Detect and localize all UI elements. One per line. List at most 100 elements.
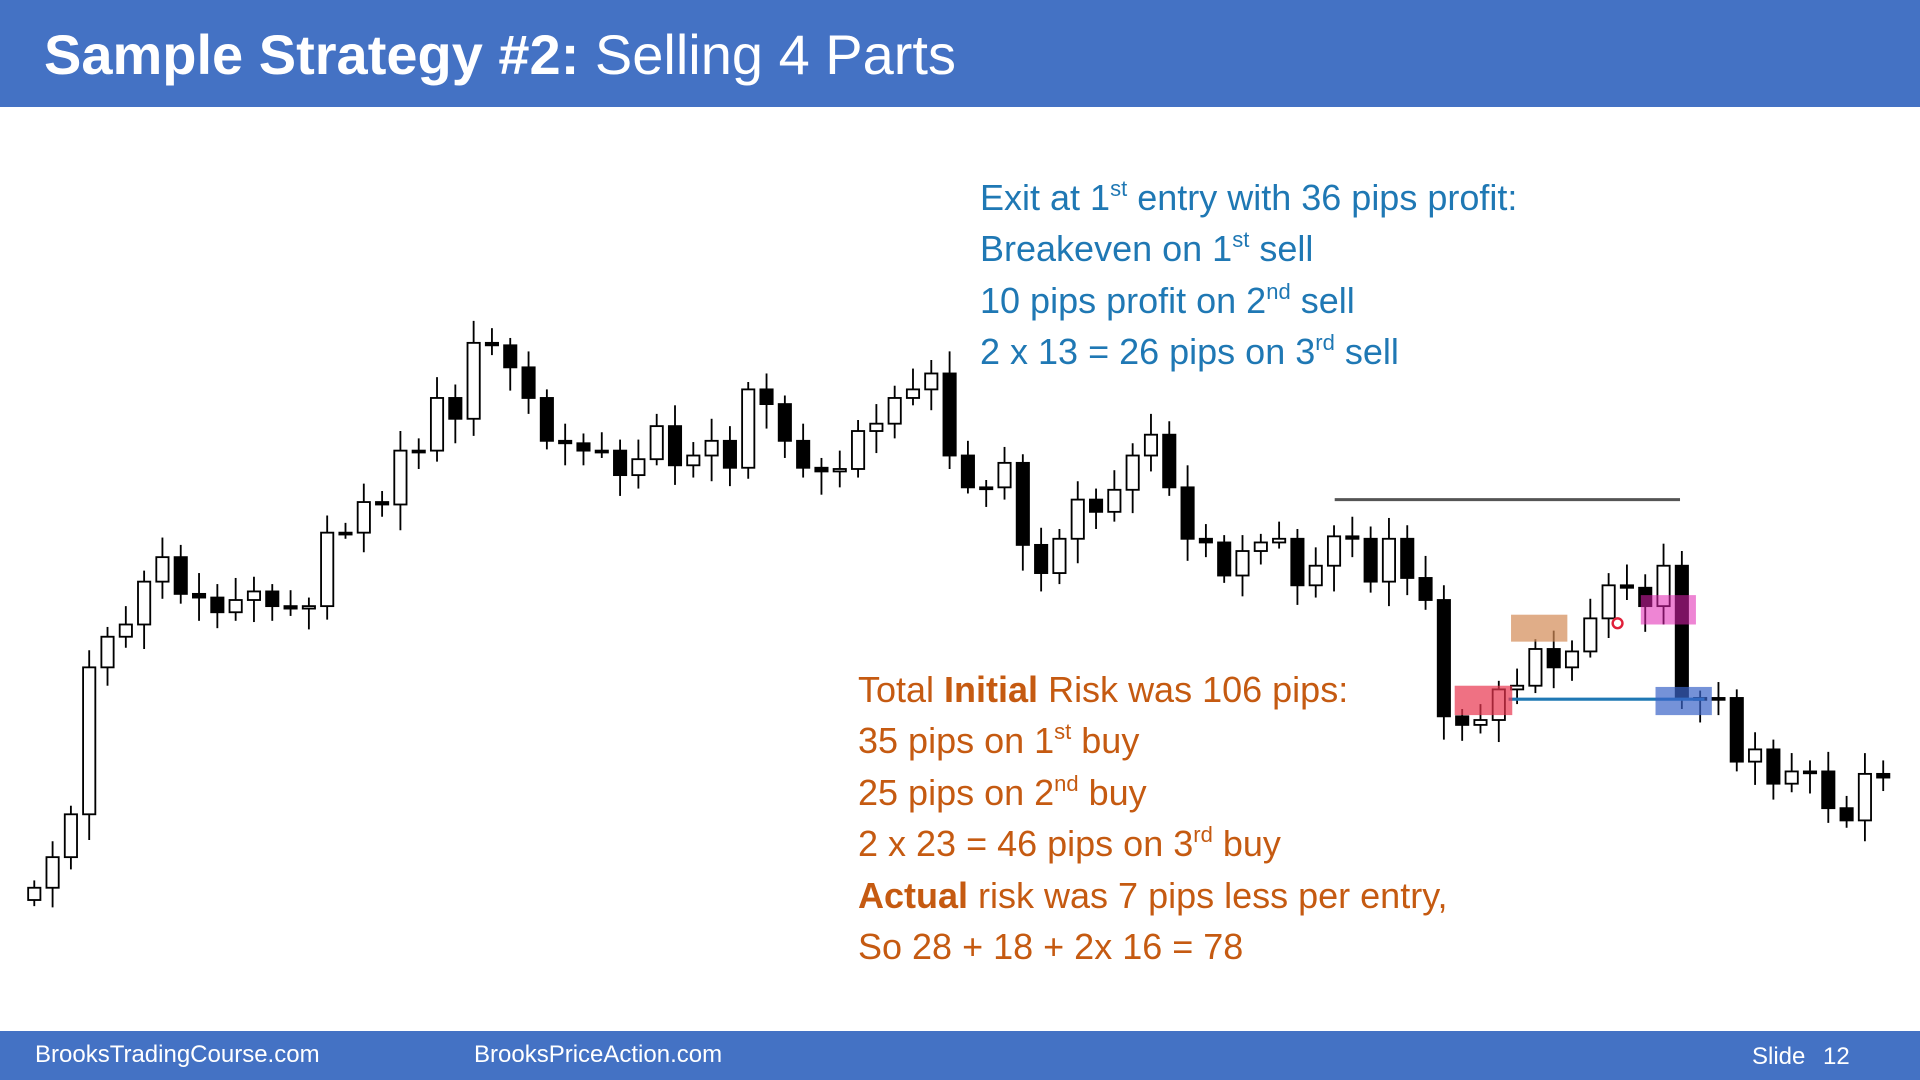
candle-body: [1162, 433, 1177, 489]
candle-body: [320, 531, 335, 608]
candle-body: [1290, 537, 1305, 587]
candle-body: [265, 590, 280, 608]
note-line: 25 pips on 2nd buy: [858, 771, 1147, 813]
text: sell: [1291, 280, 1355, 321]
text: entry with 36 pips profit:: [1127, 177, 1517, 218]
candle-body: [1143, 433, 1159, 457]
candle-body: [1381, 537, 1396, 583]
candle-body: [649, 425, 664, 461]
candle-body: [887, 397, 902, 425]
candle-body: [1766, 748, 1781, 785]
slide-label: Slide: [1752, 1043, 1805, 1070]
candle-body: [1583, 617, 1598, 653]
footer-bar: [0, 1031, 1920, 1080]
marker: [1611, 617, 1624, 630]
sup: nd: [1266, 279, 1290, 304]
candle-body: [631, 458, 646, 477]
candle-body: [1418, 577, 1433, 601]
candle-body: [1857, 772, 1872, 822]
candle-body: [429, 397, 445, 452]
text: buy: [1071, 720, 1139, 761]
candle-body: [118, 623, 133, 638]
candle-body: [942, 372, 957, 457]
sup: nd: [1054, 771, 1078, 796]
candle-body: [210, 596, 225, 614]
candle-body: [686, 454, 701, 467]
candle-body: [1674, 564, 1689, 699]
candle-body: [924, 372, 939, 391]
candle-body: [393, 449, 408, 506]
zone: [1454, 685, 1513, 716]
candle-body: [1729, 697, 1744, 763]
text: 10 pips profit on 2: [980, 280, 1266, 321]
candle-body: [1839, 807, 1854, 822]
candle-body: [1070, 498, 1085, 540]
text: Risk was 106 pips:: [1038, 669, 1348, 710]
candle-body: [283, 605, 298, 610]
candle-body: [667, 425, 683, 467]
sup: rd: [1193, 822, 1213, 847]
text: sell: [1335, 331, 1399, 372]
candle-body: [905, 388, 921, 399]
candle-body: [1528, 648, 1543, 687]
candle-body: [796, 439, 811, 469]
candle-body: [869, 422, 884, 432]
candle-body: [192, 592, 207, 599]
candle-body: [27, 886, 42, 901]
slide-number: 12: [1823, 1043, 1850, 1070]
candle-body: [613, 449, 628, 477]
candle-body: [1015, 461, 1030, 546]
zone: [1655, 686, 1712, 716]
candle-body: [503, 344, 518, 369]
note-line: Total Initial Risk was 106 pips:: [858, 669, 1348, 710]
candle-body: [100, 635, 115, 669]
zone: [1640, 595, 1696, 625]
candle-body: [466, 341, 481, 420]
candle-body: [63, 813, 78, 859]
candle-body: [1217, 541, 1232, 577]
text: buy: [1079, 772, 1147, 813]
exit-notes: Exit at 1st entry with 36 pips profit: B…: [980, 176, 1517, 372]
text: 2 x 23 = 46 pips on 3: [858, 823, 1193, 864]
candle-body: [82, 666, 97, 816]
candle-body: [411, 449, 426, 454]
candle-body: [155, 556, 170, 583]
candle-body: [356, 501, 371, 534]
zone: [1511, 614, 1568, 642]
candle-body: [722, 439, 737, 469]
candle-body: [741, 388, 756, 469]
text: 2 x 13 = 26 pips on 3: [980, 331, 1315, 372]
sup: st: [1232, 227, 1249, 252]
candle-body: [375, 501, 390, 506]
candle-body: [1802, 770, 1818, 775]
text: risk was 7 pips less per entry,: [968, 875, 1448, 916]
candle-body: [1198, 537, 1213, 544]
candle-body: [338, 531, 353, 536]
candle-body: [1326, 535, 1342, 567]
note-line: 2 x 13 = 26 pips on 3rd sell: [980, 330, 1399, 372]
candle-body: [1436, 599, 1451, 718]
candle-body: [246, 590, 262, 601]
risk-notes: Total Initial Risk was 106 pips: 35 pips…: [858, 669, 1448, 967]
candle-body: [1180, 486, 1195, 540]
header-bar: [0, 0, 1920, 107]
candle-body: [301, 605, 316, 610]
candle-body: [1363, 537, 1378, 583]
title-rest: Selling 4 Parts: [579, 23, 956, 86]
candle-body: [960, 454, 975, 489]
candle-body: [1876, 772, 1891, 779]
text: buy: [1213, 823, 1281, 864]
candle-body: [1272, 537, 1287, 544]
note-line: Exit at 1st entry with 36 pips profit:: [980, 176, 1517, 218]
text: sell: [1249, 228, 1313, 269]
note-line: 2 x 23 = 46 pips on 3rd buy: [858, 822, 1281, 864]
candle-body: [1034, 543, 1049, 574]
candle-body: [576, 442, 591, 452]
footer-left: BrooksTradingCourse.com: [35, 1041, 320, 1068]
candle-body: [1308, 564, 1323, 587]
candle-body: [1784, 770, 1799, 785]
sup: rd: [1315, 330, 1335, 355]
candle-body: [1253, 541, 1268, 552]
text: Exit at 1: [980, 177, 1110, 218]
